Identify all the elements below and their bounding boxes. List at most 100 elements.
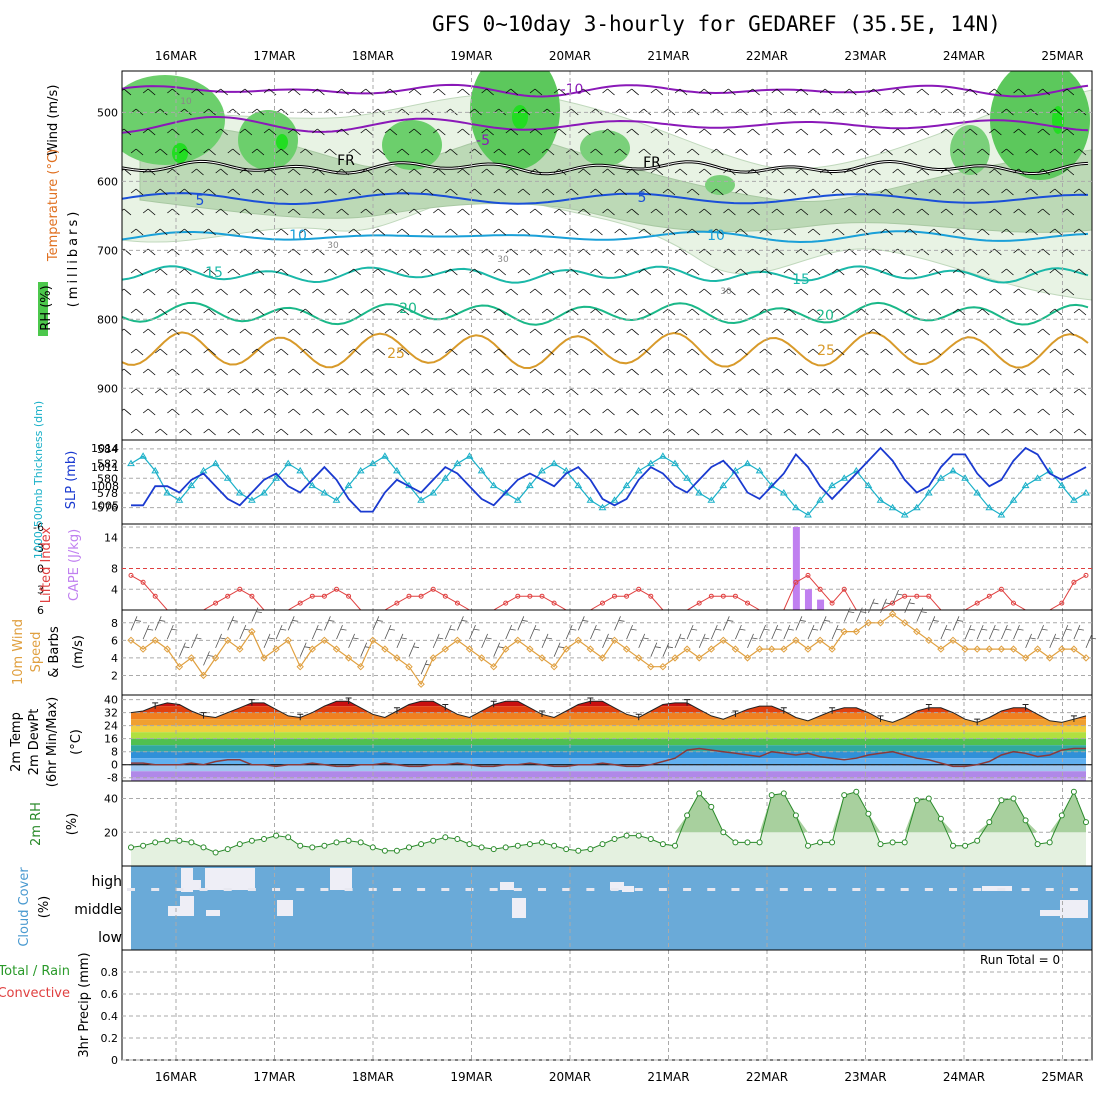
thickness-marker — [344, 481, 353, 489]
wind-barb — [795, 288, 809, 296]
wind-barb — [445, 268, 458, 276]
wind-barb — [203, 268, 216, 276]
wind-barb — [868, 168, 881, 176]
wind-barb — [553, 408, 567, 416]
wind-barb — [312, 88, 325, 96]
rh-marker — [877, 841, 884, 848]
wind-barb — [1061, 368, 1075, 376]
thickness-marker — [223, 474, 232, 481]
wind-barb-10m — [698, 633, 710, 649]
cloud-background — [131, 866, 1092, 950]
wind-barb — [372, 388, 386, 396]
wind-barb — [626, 328, 639, 336]
contour-label: 20 — [399, 301, 417, 317]
lifted-index-marker — [213, 600, 219, 606]
wind-barb — [469, 228, 482, 236]
wind-barb — [723, 288, 736, 296]
wind-barb-10m — [565, 624, 577, 640]
wind-barb — [638, 228, 652, 236]
cloud-tick-high — [1069, 888, 1078, 891]
wind-barb — [1073, 228, 1087, 236]
rh-marker — [974, 837, 981, 844]
wind-barb-10m — [771, 624, 782, 640]
lifted-index-marker — [732, 593, 738, 599]
wind-barb — [723, 208, 736, 216]
wind-barb — [408, 208, 422, 216]
wind-barb-10m — [396, 633, 407, 649]
wind-barb — [844, 128, 857, 136]
wind-barb — [614, 308, 627, 316]
wind-speed-marker — [852, 627, 861, 636]
wind-barb — [1073, 308, 1087, 316]
wind-barb — [831, 228, 845, 236]
wind-barb — [868, 88, 881, 96]
thickness-marker — [441, 474, 450, 481]
wind-barb — [771, 128, 785, 136]
wind-speed-marker — [755, 645, 764, 653]
rh-marker — [164, 837, 171, 844]
date-label-top: 18MAR — [352, 49, 394, 63]
wind-barb — [566, 188, 579, 196]
ytick-label-right: 14 — [104, 531, 118, 544]
wind-barb — [735, 228, 748, 236]
rh-marker — [587, 846, 594, 853]
cloud-tick-high — [683, 888, 692, 891]
wind-barb — [989, 88, 1002, 96]
wind-barb — [771, 328, 785, 336]
wind-barb — [130, 188, 144, 196]
lifted-index-marker — [237, 586, 243, 592]
wind-barb — [191, 328, 204, 336]
wind-barb — [602, 288, 615, 296]
wind-barb — [989, 328, 1002, 336]
wind-barb — [735, 268, 748, 276]
wind-barb — [541, 428, 555, 436]
wind-barb — [1013, 328, 1026, 336]
wind-barb — [674, 368, 688, 376]
rh-marker — [732, 839, 739, 846]
isotherm-fr-inner — [122, 160, 1089, 175]
cloud-tick-high — [949, 888, 958, 891]
wind-barb — [856, 148, 869, 156]
cloud-tick-high — [828, 888, 837, 891]
slp-ylabels: 1000-500mb Thickness (dm) SLP (mb) — [32, 401, 79, 559]
ytick-label: 0.4 — [101, 1010, 119, 1023]
wind-barb-10m — [1073, 624, 1084, 640]
wind-barb — [275, 148, 289, 156]
ytick-label: 4 — [111, 652, 118, 665]
rh-marker — [273, 832, 280, 839]
wind-barb — [348, 388, 361, 396]
wind-barb — [191, 368, 204, 376]
wind-speed-marker — [634, 654, 643, 662]
wind-barb — [771, 168, 785, 176]
cloud-tick-high — [1045, 888, 1054, 891]
wind-barb — [275, 188, 289, 196]
wind-speed-marker — [997, 645, 1006, 653]
wind-barb — [251, 228, 265, 236]
upper-plot-area: -10 -5 FR FR 5 5 10 10 15 15 20 20 25 25 30 30 30 10 — [122, 71, 1092, 436]
wind-barb — [251, 108, 265, 116]
wind-barb — [1013, 88, 1026, 96]
rh-marker — [829, 839, 836, 846]
cloud-block — [277, 900, 293, 916]
wind-speed-marker — [284, 636, 292, 645]
rh-marker — [672, 842, 678, 849]
cloud-tick-high — [634, 888, 643, 891]
wind-barb — [916, 408, 930, 416]
ytick-label: -3 — [33, 542, 44, 555]
cloud-tick-high — [489, 888, 498, 891]
wind-barb — [940, 288, 954, 296]
wind-barb — [263, 168, 277, 176]
wind-barb — [203, 148, 216, 156]
rh-marker — [551, 842, 558, 849]
wind-barb-10m — [1025, 633, 1036, 649]
wind-barb — [650, 168, 664, 176]
wind-barb — [541, 348, 555, 356]
wind-barb — [650, 208, 664, 216]
wind-barb — [191, 208, 204, 216]
cloud-block — [193, 880, 201, 890]
wind-barb-10m — [928, 616, 939, 631]
contour-label: 10 — [707, 228, 725, 244]
thickness-marker — [127, 459, 135, 467]
wind-barb — [336, 328, 349, 336]
rh-marker — [744, 839, 751, 846]
